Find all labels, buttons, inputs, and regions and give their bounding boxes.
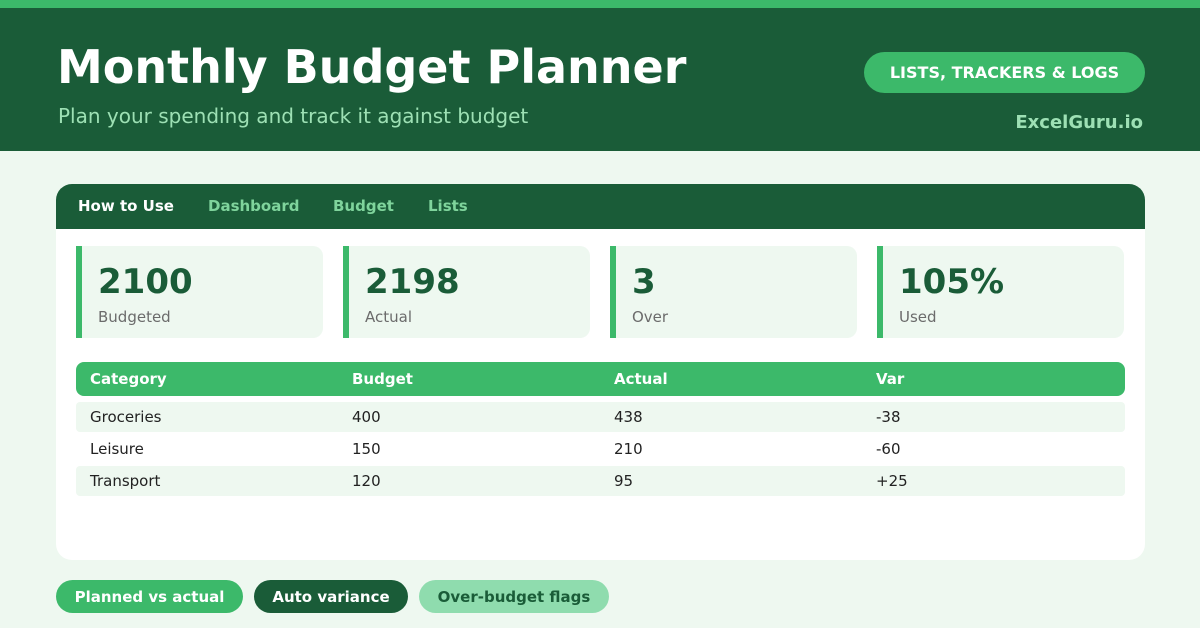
subtitle: Plan your spending and track it against …	[58, 104, 529, 128]
stat-label: Over	[632, 308, 669, 326]
table-cell: Groceries	[90, 408, 162, 426]
stat-label: Used	[899, 308, 937, 326]
title: Monthly Budget Planner	[57, 40, 687, 94]
column-header: Var	[876, 370, 905, 388]
column-header: Category	[90, 370, 167, 388]
table-row: Leisure 150 210 -60	[76, 434, 1125, 464]
table-cell: 210	[614, 440, 643, 458]
stat-value: 105%	[899, 262, 1005, 302]
table-cell: +25	[876, 472, 908, 490]
stat-card: 3 Over	[610, 246, 857, 338]
table-cell: -60	[876, 440, 901, 458]
stat-card: 105% Used	[877, 246, 1124, 338]
table-cell: 438	[614, 408, 643, 426]
tab[interactable]: Budget	[333, 197, 394, 215]
table-row: Groceries 400 438 -38	[76, 402, 1125, 432]
brand: ExcelGuru.io	[1015, 112, 1143, 133]
stat-value: 2100	[98, 262, 193, 302]
stat-value: 2198	[365, 262, 460, 302]
table-cell: Transport	[90, 472, 161, 490]
feature-pill: Auto variance	[254, 580, 408, 613]
table-row: Transport 120 95 +25	[76, 466, 1125, 496]
card: How to Use Dashboard Budget Lists Category B…	[56, 184, 1145, 560]
table-cell: Leisure	[90, 440, 144, 458]
top-stripe	[0, 0, 1200, 8]
tab-bar: How to Use Dashboard Budget Lists	[56, 184, 1145, 229]
table-cell: 95	[614, 472, 634, 490]
feature-pill: Planned vs actual	[56, 580, 243, 613]
tab[interactable]: Lists	[428, 197, 468, 215]
column-header: Actual	[614, 370, 668, 388]
stat-card: 2100 Budgeted	[76, 246, 323, 338]
table-cell: 400	[352, 408, 381, 426]
table-cell: 120	[352, 472, 381, 490]
tab[interactable]: How to Use	[78, 197, 174, 215]
badge: LISTS, TRACKERS & LOGS	[864, 52, 1145, 93]
stat-card: 2198 Actual	[343, 246, 590, 338]
stat-label: Actual	[365, 308, 412, 326]
stat-label: Budgeted	[98, 308, 171, 326]
feature-pill: Over-budget flags	[419, 580, 609, 613]
column-header: Budget	[352, 370, 413, 388]
tab[interactable]: Dashboard	[208, 197, 300, 215]
table-cell: -38	[876, 408, 901, 426]
stat-value: 3	[632, 262, 656, 302]
table-header: Category Budget Actual Var	[76, 362, 1125, 396]
table-cell: 150	[352, 440, 381, 458]
